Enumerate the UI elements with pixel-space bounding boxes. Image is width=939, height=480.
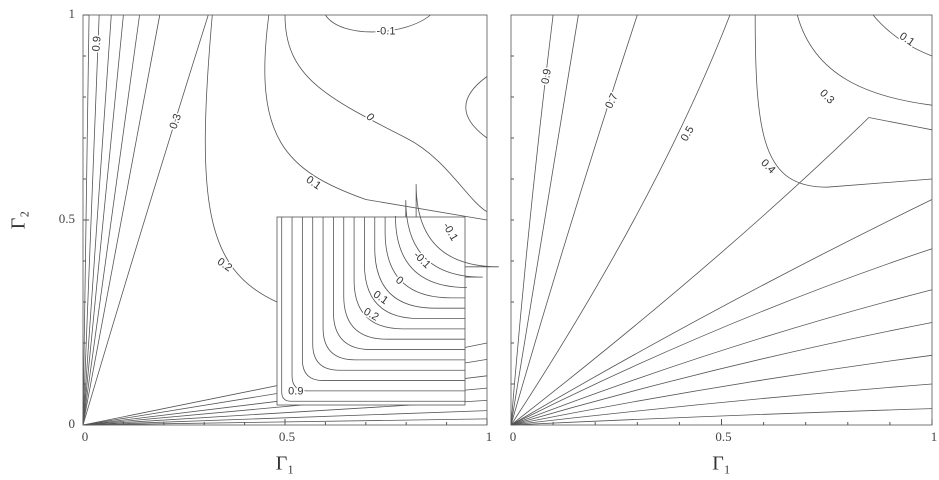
contour-line <box>510 14 554 426</box>
contour-label: 0.4 <box>758 157 777 176</box>
inset-contour <box>343 217 465 340</box>
y-axis-label: Γ₂ <box>8 211 30 230</box>
contour-line <box>872 14 933 57</box>
contour-line <box>510 199 933 426</box>
contour-line <box>510 14 731 426</box>
contour-label: 0.9 <box>539 68 553 85</box>
inset-contour <box>312 217 465 371</box>
contour-label: 0.1 <box>304 174 323 193</box>
y-tick-label: 1 <box>69 6 76 21</box>
inset-frame <box>276 216 466 406</box>
plot-frame <box>510 14 933 426</box>
inset-contour <box>364 217 465 319</box>
contour-line <box>82 14 100 426</box>
contour-line <box>82 410 488 426</box>
contour-label: 0.3 <box>817 87 836 106</box>
contour-line <box>82 14 112 426</box>
contour-line <box>465 76 488 139</box>
x-tick-label: 0.5 <box>279 429 295 444</box>
contour-line <box>510 289 933 426</box>
x-tick-label: 0 <box>510 429 517 444</box>
contour-line <box>510 117 933 426</box>
x-tick-label: 1 <box>931 429 938 444</box>
inset-contour <box>374 217 465 309</box>
contour-line <box>510 248 933 426</box>
contour-label: 0.1 <box>897 30 916 49</box>
contour-label: 0.7 <box>603 92 620 111</box>
x-tick-label: 1 <box>486 429 493 444</box>
x-tick-label: 0 <box>82 429 89 444</box>
contour-line <box>82 14 140 426</box>
contour-line <box>510 408 933 426</box>
contour-line <box>82 14 161 426</box>
contour-label: 0.2 <box>215 256 234 275</box>
contour-line <box>796 14 933 106</box>
contour-line <box>510 322 933 426</box>
contour-line <box>82 14 124 426</box>
contour-line <box>284 14 488 213</box>
inset-contour <box>301 217 465 381</box>
inset-contour <box>384 217 465 299</box>
contour-line <box>510 383 933 426</box>
inset-contour <box>322 217 465 361</box>
contour-line <box>510 14 638 426</box>
contour-line <box>264 14 488 221</box>
contour-line <box>510 14 579 426</box>
contour-label: 0.9 <box>90 36 103 52</box>
x-tick-label: 0.5 <box>715 429 731 444</box>
contour-line <box>754 14 933 188</box>
x-axis-label: Γ₁ <box>712 453 731 475</box>
y-tick-label: 0 <box>69 416 76 431</box>
y-tick-label: 0.5 <box>59 211 75 226</box>
inset-contour <box>291 217 465 392</box>
contour-line <box>325 14 431 33</box>
inset-contour <box>395 216 467 288</box>
x-axis-label: Γ₁ <box>276 453 295 475</box>
inset-contour <box>333 217 465 350</box>
contour-line <box>204 14 278 303</box>
inset-contour <box>415 184 499 268</box>
inset-contour-label: 0.9 <box>288 386 303 398</box>
contour-label: 0.3 <box>168 112 185 130</box>
contour-line <box>510 354 933 426</box>
contour-line <box>82 14 90 426</box>
contour-line <box>82 418 488 426</box>
inset-contour <box>281 217 465 402</box>
contour-label: -0.1 <box>377 25 396 37</box>
contour-line <box>82 14 209 426</box>
inset-contour <box>353 217 465 330</box>
inset-contour <box>405 200 483 278</box>
